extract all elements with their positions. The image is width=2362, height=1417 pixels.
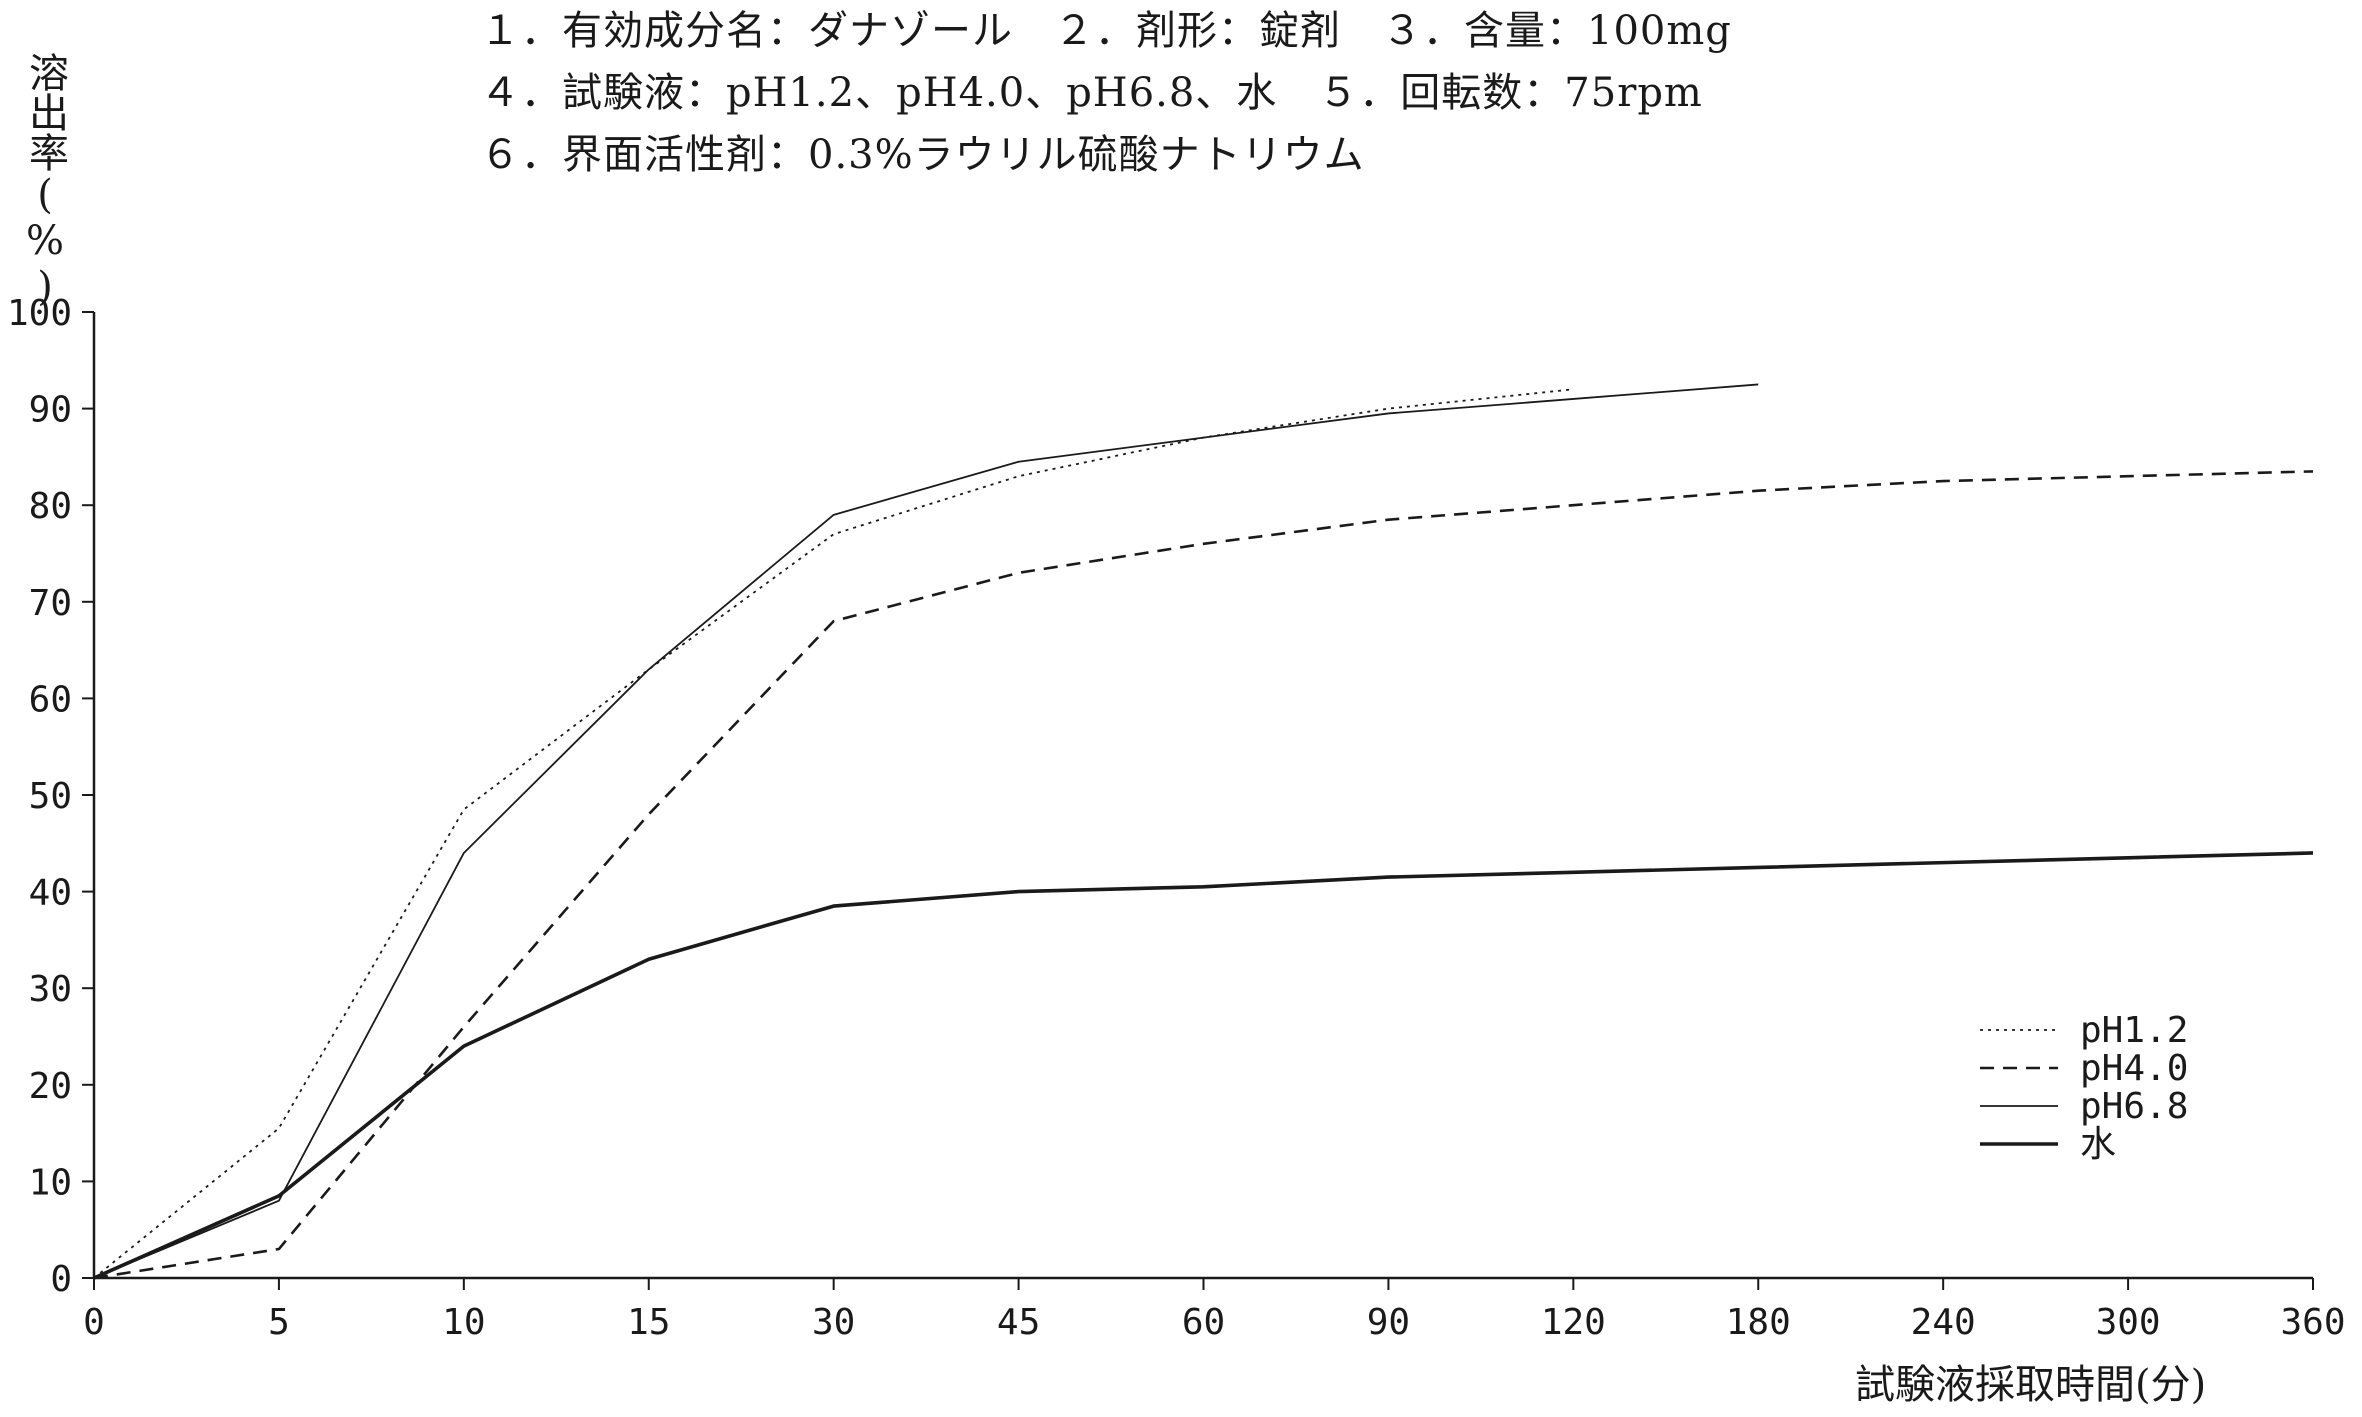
- header-line-2: ４．試験液：pH1.2、pH4.0、pH6.8、水 ５．回転数：75rpm: [480, 70, 1703, 116]
- y-tick-label: 80: [29, 486, 72, 527]
- legend-label-0: pH1.2: [2080, 1010, 2188, 1051]
- x-tick-label: 90: [1367, 1302, 1410, 1343]
- header-line-3: ６．界面活性剤：0.3%ラウリル硫酸ナトリウム: [480, 132, 1365, 178]
- y-tick-label: 30: [29, 969, 72, 1010]
- x-tick-label: 180: [1726, 1302, 1791, 1343]
- y-tick-label: 90: [29, 390, 72, 431]
- y-tick-label: 100: [7, 293, 72, 334]
- series-line-2: [93, 383, 1759, 1279]
- x-tick-label: 45: [997, 1302, 1040, 1343]
- x-tick-label: 360: [2280, 1302, 2345, 1343]
- x-tick-label: 10: [442, 1302, 485, 1343]
- series-line-0: [93, 388, 1574, 1279]
- series-line-1: [93, 470, 2314, 1280]
- header-line-1: １．有効成分名：ダナゾール ２．剤形：錠剤 ３．含量：100mg: [480, 8, 1732, 54]
- x-tick-label: 120: [1541, 1302, 1606, 1343]
- x-axis-label: 試験液採取時間(分): [1855, 1362, 2207, 1408]
- legend-label-2: pH6.8: [2080, 1086, 2188, 1127]
- y-tick-label: 0: [50, 1259, 72, 1300]
- y-tick-label: 50: [29, 776, 72, 817]
- x-tick-label: 0: [83, 1302, 105, 1343]
- y-tick-label: 40: [29, 873, 72, 914]
- x-tick-label: 300: [2096, 1302, 2161, 1343]
- y-tick-label: 60: [29, 679, 72, 720]
- legend-label-1: pH4.0: [2080, 1048, 2188, 1089]
- y-tick-label: 20: [29, 1066, 72, 1107]
- x-tick-label: 240: [1911, 1302, 1976, 1343]
- x-tick-label: 30: [812, 1302, 855, 1343]
- series-line-3: [93, 851, 2314, 1280]
- chart-header: １．有効成分名：ダナゾール ２．剤形：錠剤 ３．含量：100mg ４．試験液：p…: [480, 0, 2180, 186]
- y-axis-label: 溶出率(%): [22, 52, 68, 310]
- x-tick-label: 60: [1182, 1302, 1225, 1343]
- y-tick-label: 70: [29, 583, 72, 624]
- y-tick-label: 10: [29, 1162, 72, 1203]
- legend-label-3: 水: [2080, 1124, 2116, 1165]
- x-tick-label: 15: [627, 1302, 670, 1343]
- x-tick-label: 5: [268, 1302, 290, 1343]
